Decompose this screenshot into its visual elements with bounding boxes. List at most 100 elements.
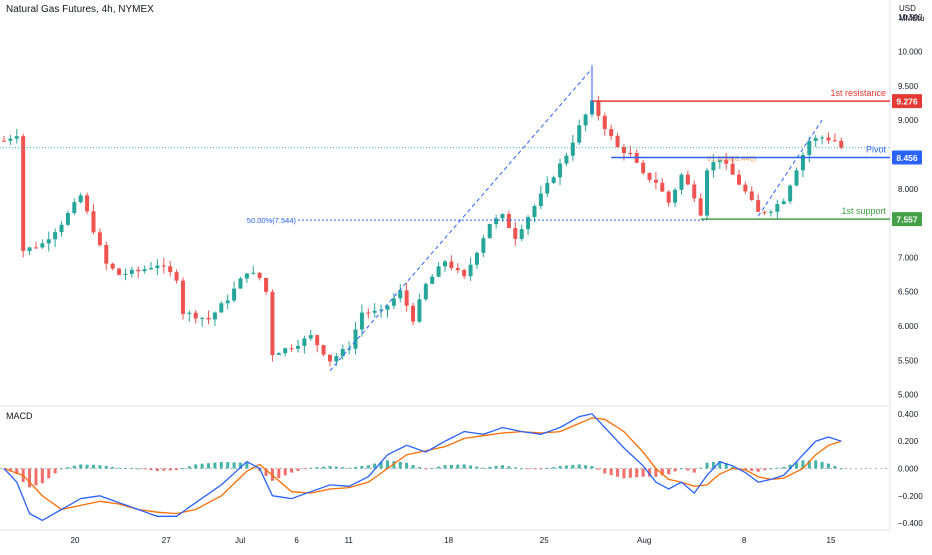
- macd-hist-bar: [558, 466, 562, 469]
- macd-hist-bar: [155, 468, 159, 471]
- macd-hist-bar: [667, 468, 671, 475]
- candle-body: [257, 272, 262, 279]
- price-tick-label: 7.000: [898, 253, 919, 262]
- time-tick-label: Jul: [235, 536, 245, 545]
- candle-body: [500, 214, 505, 219]
- macd-hist-bar: [34, 468, 38, 486]
- macd-hist-bar: [392, 461, 396, 469]
- macd-hist-bar: [322, 466, 326, 469]
- candle-body: [570, 142, 575, 156]
- level-price-label: 8.456: [896, 153, 918, 163]
- candle-body: [353, 329, 358, 349]
- candle-body: [538, 193, 543, 206]
- macd-hist-bar: [98, 465, 102, 469]
- candle-body: [666, 191, 671, 203]
- macd-hist-bar: [443, 465, 447, 469]
- time-tick-label: 27: [162, 536, 171, 545]
- macd-hist-bar: [53, 468, 57, 474]
- macd-hist-bar: [385, 460, 389, 469]
- macd-tick-label: 0.000: [898, 465, 919, 474]
- macd-hist-bar: [302, 468, 306, 470]
- macd-hist-bar: [513, 467, 517, 469]
- candle-body: [698, 198, 703, 216]
- macd-hist-bar: [571, 464, 575, 469]
- candle-body: [40, 243, 45, 248]
- macd-hist-bar: [609, 468, 613, 476]
- candle-body: [775, 204, 780, 212]
- macd-hist-bar: [437, 466, 441, 469]
- fib618-label: 61.80%(8.446): [707, 154, 757, 163]
- candle-body: [187, 312, 192, 314]
- candle-body: [161, 265, 166, 267]
- level-name-label: Pivot: [866, 144, 887, 154]
- macd-hist-bar: [616, 468, 620, 477]
- candle-body: [46, 239, 51, 244]
- macd-hist-bar: [584, 465, 588, 469]
- candle-body: [647, 172, 652, 180]
- candle-body: [653, 179, 658, 183]
- macd-hist-bar: [539, 468, 543, 470]
- macd-hist-bar: [750, 468, 754, 471]
- macd-hist-bar: [213, 462, 217, 469]
- macd-hist-bar: [187, 466, 191, 469]
- macd-hist-bar: [507, 466, 511, 469]
- candle-body: [839, 140, 844, 148]
- candle-body: [526, 217, 531, 230]
- time-tick-label: 25: [540, 536, 549, 545]
- macd-hist-bar: [705, 462, 709, 469]
- price-tick-label: 10.000: [898, 47, 923, 56]
- candle-body: [673, 189, 678, 203]
- time-tick-label: 8: [742, 536, 747, 545]
- macd-hist-bar: [28, 468, 32, 488]
- candle-body: [219, 303, 224, 313]
- macd-hist-bar: [711, 461, 715, 469]
- macd-hist-bar: [411, 464, 415, 469]
- macd-hist-bar: [801, 460, 805, 469]
- candle-body: [762, 211, 767, 213]
- candle-body: [238, 278, 243, 289]
- macd-tick-label: 0.400: [898, 410, 919, 419]
- macd-hist-bar: [366, 465, 370, 469]
- macd-hist-bar: [226, 462, 230, 469]
- macd-hist-bar: [136, 468, 140, 470]
- macd-hist-bar: [782, 466, 786, 469]
- candle-body: [564, 155, 569, 164]
- price-tick-label: 9.500: [898, 82, 919, 91]
- candle-body: [800, 154, 805, 171]
- candle-body: [660, 182, 665, 192]
- macd-hist-bar: [679, 468, 683, 470]
- candle-body: [117, 268, 122, 275]
- candle-body: [276, 353, 281, 355]
- candle-body: [321, 345, 326, 355]
- macd-hist-bar: [207, 463, 211, 469]
- macd-hist-bar: [641, 468, 645, 477]
- candle-body: [385, 305, 390, 310]
- axes: 10.50010.0009.5009.0008.5008.0007.5007.0…: [0, 0, 923, 545]
- macd-hist-bar: [635, 468, 639, 478]
- fib50-label: 50.00%(7.544): [247, 216, 297, 225]
- macd-hist-bar: [622, 468, 626, 479]
- candle-body: [168, 266, 173, 273]
- macd-hist-bar: [66, 467, 70, 469]
- candle-body: [379, 309, 384, 311]
- candle-body: [781, 201, 786, 205]
- candle-body: [615, 135, 620, 147]
- macd-hist-bar: [424, 468, 428, 470]
- macd-hist-bar: [501, 465, 505, 469]
- candle-body: [494, 218, 499, 225]
- macd-hist-bar: [577, 464, 581, 469]
- candle-body: [602, 115, 607, 130]
- macd-hist-bar: [168, 468, 172, 471]
- macd-hist-bar: [277, 468, 281, 479]
- macd-tick-label: 0.200: [898, 437, 919, 446]
- macd-hist-bar: [660, 468, 664, 476]
- candle-body: [596, 100, 601, 116]
- candle-body: [142, 269, 147, 272]
- macd-hist-bar: [264, 468, 268, 476]
- candle-body: [679, 174, 684, 190]
- macd-hist-bar: [72, 465, 76, 469]
- candle-body: [264, 278, 269, 292]
- candle-body: [532, 205, 537, 218]
